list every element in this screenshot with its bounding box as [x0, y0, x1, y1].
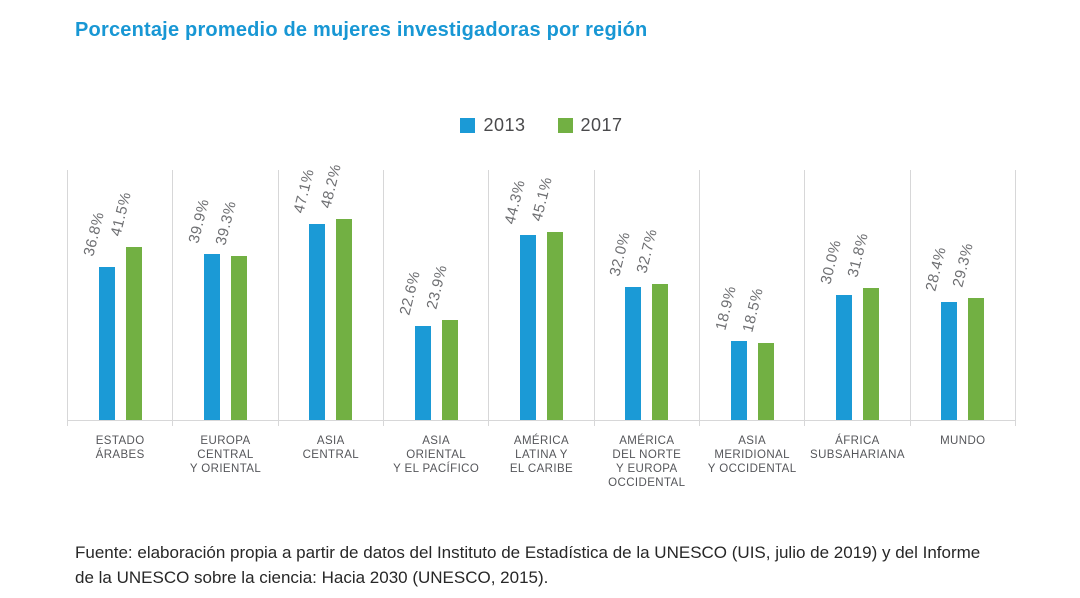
bar-value-label: 44.3%	[501, 178, 529, 227]
category-label: ESTADO ÁRABES	[95, 435, 145, 461]
bar-chart: 36.8% 41.5% ESTADO ÁRABES 39.9% 39.3% EUROPA CE…	[67, 162, 1016, 489]
category-group: 47.1% 48.2% ASIA CENTRAL	[277, 162, 383, 461]
bar-value-label: 41.5%	[107, 190, 135, 239]
legend-swatch-2017-icon	[557, 118, 573, 133]
legend-label-2017: 2017	[580, 115, 623, 135]
category-label: ASIA MERIDIONAL Y OCCIDENTAL	[707, 435, 797, 475]
bar-value-label: 18.5%	[739, 286, 767, 334]
bar-2013: 44.3%	[501, 179, 536, 420]
bar-value-label: 36.8%	[80, 209, 108, 258]
bar-value-label: 48.2%	[317, 162, 346, 211]
bar-2013: 39.9%	[185, 197, 220, 420]
bar-value-label: 31.8%	[844, 230, 872, 279]
bar-2017: 45.1%	[528, 175, 563, 420]
category-label: AMÉRICA LATINA Y EL CARIBE	[509, 435, 574, 475]
bar-value-label: 47.1%	[290, 166, 319, 215]
category-label: EUROPA CENTRAL Y ORIENTAL	[189, 435, 262, 475]
bar-2017: 39.3%	[212, 199, 247, 420]
category-group: 18.9% 18.5% ASIA MERIDIONAL Y OCCIDENTAL	[698, 170, 804, 475]
category-label: ASIA CENTRAL	[302, 435, 360, 461]
bar-pair: 22.6% 23.9%	[384, 170, 488, 420]
bar-pair: 47.1% 48.2%	[279, 162, 383, 420]
bar-value-label: 39.9%	[185, 196, 213, 245]
bar-2017: 41.5%	[107, 190, 142, 420]
bar-2013: 22.6%	[396, 269, 431, 420]
legend-item-2017: 2017	[557, 115, 623, 136]
bar-pair: 18.9% 18.5%	[700, 170, 804, 420]
category-group: 22.6% 23.9% ASIA ORIENTAL Y EL PACÍFICO	[382, 170, 488, 475]
bar-2013: 32.0%	[607, 230, 642, 420]
bar-value-label: 32.0%	[606, 229, 635, 278]
bar-2017: 48.2%	[318, 162, 353, 420]
bar-2013: 36.8%	[80, 210, 115, 420]
legend-item-2013: 2013	[460, 115, 525, 136]
bar-pair: 30.0% 31.8%	[805, 170, 909, 420]
bar-pair: 28.4% 29.3%	[911, 170, 1015, 420]
page-title: Porcentaje promedio de mujeres investiga…	[75, 19, 648, 42]
category-group: 39.9% 39.3% EUROPA CENTRAL Y ORIENTAL	[172, 170, 277, 475]
bar-value-label: 39.3%	[212, 199, 240, 248]
category-group: 44.3% 45.1% AMÉRICA LATINA Y EL CARIBE	[488, 170, 593, 475]
category-label: MUNDO	[940, 435, 986, 447]
bar-value-label: 23.9%	[423, 263, 451, 312]
bar-2017: 31.8%	[844, 231, 879, 420]
bar-value-label: 32.7%	[633, 226, 662, 275]
bar-value-label: 18.9%	[712, 284, 740, 333]
bar-2017: 32.7%	[634, 227, 669, 420]
bar-2013: 28.4%	[923, 245, 958, 420]
chart-panels: 36.8% 41.5% ESTADO ÁRABES 39.9% 39.3% EUROPA CE…	[67, 162, 1016, 489]
category-label: ASIA ORIENTAL Y EL PACÍFICO	[393, 435, 480, 475]
bar-value-label: 29.3%	[949, 241, 978, 289]
bar-value-label: 28.4%	[922, 244, 951, 293]
bar-pair: 44.3% 45.1%	[489, 170, 593, 420]
category-group: 30.0% 31.8% ÁFRICA SUBSAHARIANA	[804, 170, 909, 461]
bar-2017: 29.3%	[950, 241, 985, 420]
category-group: 36.8% 41.5% ESTADO ÁRABES	[67, 170, 172, 461]
bar-pair: 36.8% 41.5%	[68, 170, 172, 420]
bar-pair: 32.0% 32.7%	[595, 170, 699, 420]
category-group: 32.0% 32.7% AMÉRICA DEL NORTE Y EUROPA OCCIDE…	[593, 170, 699, 489]
legend-swatch-2013-icon	[460, 118, 476, 133]
source-note: Fuente: elaboración propia a partir de d…	[75, 543, 981, 587]
bar-2013: 18.9%	[712, 284, 747, 420]
category-label: ÁFRICA SUBSAHARIANA	[810, 435, 905, 461]
bar-2017: 18.5%	[739, 286, 774, 420]
bar-2013: 30.0%	[817, 238, 852, 420]
category-label: AMÉRICA DEL NORTE Y EUROPA OCCIDENTAL	[608, 435, 686, 489]
bar-value-label: 30.0%	[817, 238, 845, 286]
bar-value-label: 45.1%	[528, 175, 556, 224]
bar-pair: 39.9% 39.3%	[173, 170, 277, 420]
chart-legend: 2013 2017	[67, 115, 1016, 136]
bar-value-label: 22.6%	[396, 269, 424, 317]
category-group: 28.4% 29.3% MUNDO	[909, 170, 1016, 447]
legend-label-2013: 2013	[483, 115, 526, 135]
bar-2017: 23.9%	[423, 264, 458, 420]
bar-2013: 47.1%	[291, 167, 326, 420]
